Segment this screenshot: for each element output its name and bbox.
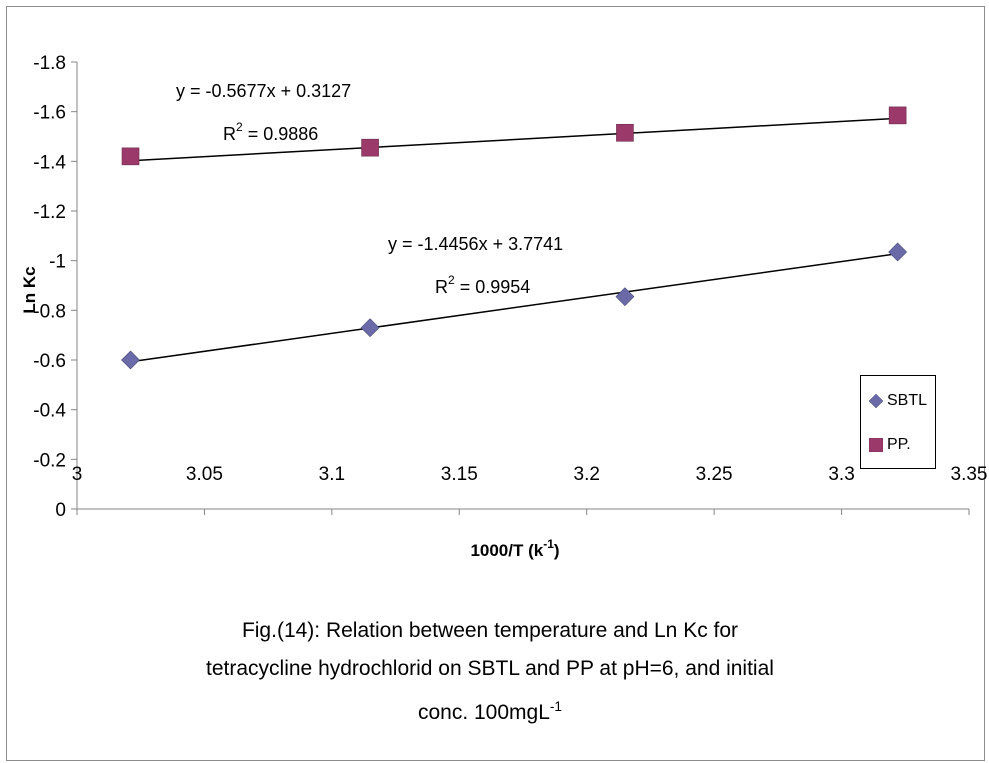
pp-r2-label: R2 = 0.9886 xyxy=(223,120,318,144)
y-tick-label: -1.6 xyxy=(33,103,66,124)
pp-equation-label: y = -0.5677x + 0.3127 xyxy=(176,81,351,101)
legend-item-pp: PP. xyxy=(869,436,911,454)
pp-data-point xyxy=(361,138,379,157)
caption-line-2: tetracycline hydrochlorid on SBTL and PP… xyxy=(206,657,774,680)
x-tick-label: 3.1 xyxy=(319,464,345,485)
x-tick-label: 3.2 xyxy=(574,464,600,485)
sbtl-equation-label: y = -1.4456x + 3.7741 xyxy=(388,234,563,254)
axes xyxy=(71,61,970,515)
y-tick-label: -1 xyxy=(49,252,66,273)
sbtl-data-point xyxy=(615,287,635,307)
x-tick-label: 3.05 xyxy=(186,464,223,485)
legend: SBTL PP. xyxy=(860,375,936,469)
y-tick-label: -1.8 xyxy=(33,53,66,74)
figure-caption: Fig.(14): Relation between temperature a… xyxy=(60,612,920,732)
trendline-pp xyxy=(130,117,898,162)
square-icon xyxy=(869,438,883,452)
x-tick-labels: 3 3.05 3.1 3.15 3.2 3.25 3.3 3.35 xyxy=(72,464,988,485)
legend-item-sbtl: SBTL xyxy=(869,392,927,410)
y-tick-labels: 0 -0.2 -0.4 -0.6 -0.8 -1 -1.2 -1.4 -1.6 -1.8 xyxy=(33,53,66,521)
caption-line-1: Fig.(14): Relation between temperature a… xyxy=(241,619,739,642)
pp-data-point xyxy=(888,106,907,125)
data-markers xyxy=(121,106,908,370)
sbtl-data-point xyxy=(360,318,380,338)
sbtl-data-point xyxy=(888,242,908,262)
sbtl-data-point xyxy=(121,350,140,370)
x-axis-title: 1000/T (k-1) xyxy=(470,537,559,560)
y-tick-label: -1.2 xyxy=(33,202,66,223)
x-tick-label: 3 xyxy=(72,464,83,485)
caption-line-3: conc. 100mgL-1 xyxy=(417,699,563,724)
diamond-icon xyxy=(869,394,883,408)
y-axis-title: Ln Kc xyxy=(20,266,39,313)
x-tick-label: 3.3 xyxy=(828,464,854,485)
x-tick-label: 3.35 xyxy=(951,464,988,485)
pp-data-point xyxy=(121,147,140,166)
y-tick-label: 0 xyxy=(55,500,66,521)
trendline-sbtl xyxy=(130,252,898,363)
y-tick-label: -0.4 xyxy=(33,401,66,422)
x-tick-label: 3.15 xyxy=(441,464,478,485)
y-tick-label: -0.6 xyxy=(33,351,66,372)
y-tick-label: -0.2 xyxy=(33,450,66,471)
y-tick-label: -1.4 xyxy=(33,152,66,173)
legend-label-pp: PP. xyxy=(887,436,911,453)
x-tick-label: 3.25 xyxy=(696,464,733,485)
trendlines xyxy=(130,117,898,363)
pp-data-point xyxy=(616,123,634,142)
chart-frame xyxy=(6,6,985,761)
y-tick-label: -0.8 xyxy=(33,301,66,322)
legend-label-sbtl: SBTL xyxy=(887,392,928,409)
sbtl-r2-label: R2 = 0.9954 xyxy=(435,273,530,297)
